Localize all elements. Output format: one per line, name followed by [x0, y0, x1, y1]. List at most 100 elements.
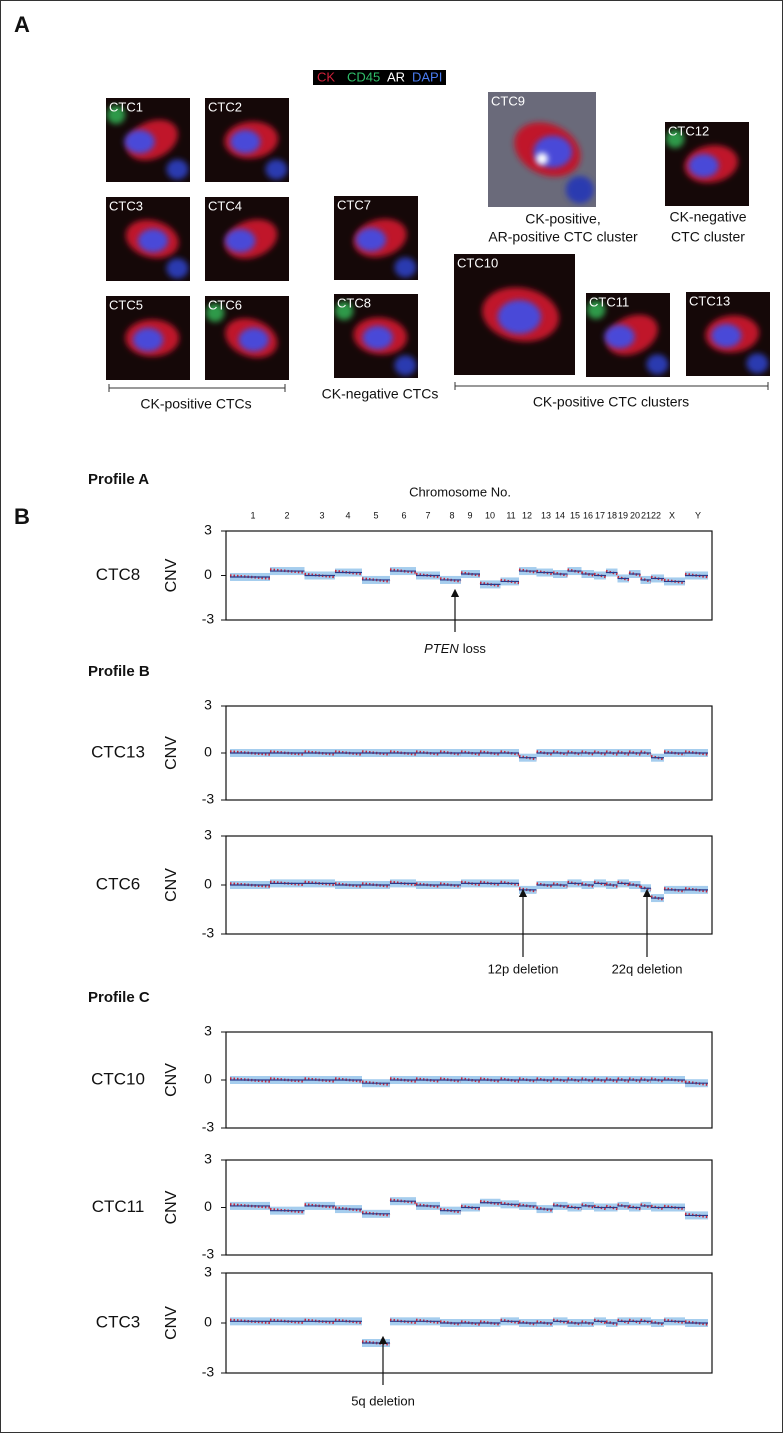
cell-label: CTC9	[491, 93, 525, 108]
dapi-stain	[124, 129, 155, 154]
cnv-scatter-red	[650, 1204, 665, 1211]
dapi-stain	[238, 327, 269, 352]
dapi-stain	[355, 227, 387, 252]
cnv-segment	[518, 885, 537, 894]
cnv-segment	[500, 577, 520, 586]
cnv-scatter-red	[389, 880, 417, 887]
cnv-segment	[518, 1201, 537, 1210]
cnv-segment	[605, 1203, 618, 1212]
cnv-scatter-red	[269, 880, 305, 887]
cnv-segment	[479, 1319, 501, 1327]
ar-stain	[536, 152, 548, 165]
cnv-segment	[684, 1079, 709, 1088]
cnv-segment	[518, 567, 537, 576]
chromosome-label: 4	[345, 510, 350, 520]
cnv-segment	[605, 881, 618, 889]
cnv-segment	[460, 1203, 481, 1212]
cell-name: CTC13	[91, 742, 145, 761]
cnv-segment	[304, 879, 336, 888]
cnv-segment	[415, 1076, 441, 1084]
cnv-scatter-red	[269, 1077, 305, 1083]
cnv-segment	[581, 570, 595, 579]
cnv-scatter-red	[581, 882, 595, 888]
cell-content	[686, 292, 770, 376]
axis-title: Chromosome No.	[409, 484, 511, 499]
cnv-segment	[361, 1209, 391, 1218]
y-tick-label: -3	[202, 791, 215, 807]
dapi-stain	[265, 159, 288, 180]
cnv-scatter-red	[269, 568, 305, 574]
dapi-stain	[646, 354, 669, 375]
cnv-scatter-red	[518, 1077, 537, 1083]
cell-name: CTC6	[96, 874, 140, 893]
cnv-segment	[640, 1076, 652, 1084]
cnv-scatter-red	[334, 1077, 363, 1083]
cnv-scatter-red	[415, 1318, 441, 1325]
cnv-segment	[334, 749, 363, 757]
cnv-segment	[229, 749, 271, 757]
cnv-segment	[650, 574, 665, 583]
chromosome-label: 9	[467, 510, 472, 520]
cnv-segment	[479, 879, 501, 888]
caption: CTC cluster	[671, 229, 745, 245]
annotation-text: loss	[463, 641, 487, 656]
dapi-stain	[166, 258, 189, 279]
cnv-segment	[269, 1206, 305, 1215]
cnv-segment	[581, 1201, 595, 1210]
gene-name: PTEN	[424, 641, 459, 656]
cnv-scatter-red	[650, 575, 665, 582]
chromosome-label: 12	[522, 510, 532, 520]
dapi-stain	[137, 228, 169, 253]
cnv-segment	[229, 1201, 271, 1210]
cnv-segment	[269, 879, 305, 888]
cnv-segment	[389, 567, 417, 576]
chromosome-label: Y	[695, 510, 701, 520]
chromosome-label: 13	[541, 510, 551, 520]
cnv-scatter-red	[334, 1318, 363, 1325]
cnv-segment	[640, 1201, 652, 1210]
cnv-segment	[640, 575, 652, 584]
cnv-segment	[389, 1197, 417, 1206]
cell-name: CTC3	[96, 1312, 140, 1331]
cell-image: CTC11	[586, 293, 670, 377]
cnv-segment	[439, 1319, 462, 1327]
annotation: 22q deletion	[612, 961, 683, 976]
legend-bg	[313, 70, 446, 85]
cnv-segment	[500, 749, 520, 757]
cnv-segment	[552, 1076, 568, 1084]
cnv-scatter-red	[269, 750, 305, 756]
cnv-segment	[581, 1319, 595, 1327]
cnv-scatter-red	[334, 882, 363, 888]
cnv-scatter-red	[269, 1207, 305, 1214]
panel-label: A	[14, 12, 30, 37]
cnv-segment	[663, 577, 686, 586]
cnv-scatter-red	[334, 750, 363, 756]
cnv-scatter-red	[389, 568, 417, 574]
cnv-segment	[552, 881, 568, 889]
cnv-segment	[684, 1211, 709, 1220]
profile-title: Profile A	[88, 471, 149, 488]
y-tick-label: 3	[204, 1023, 212, 1039]
cnv-scatter-red	[415, 1203, 441, 1209]
cnv-segment	[304, 749, 336, 757]
cnv-segment	[518, 1076, 537, 1084]
cnv-segment	[460, 570, 481, 579]
cnv-segment	[581, 1076, 595, 1084]
dapi-stain	[132, 327, 164, 352]
chromosome-label: 7	[425, 510, 430, 520]
cnv-segment	[650, 753, 665, 762]
caption: CK-positive,	[525, 211, 600, 227]
caption: CK-positive CTCs	[140, 396, 251, 412]
y-tick-label: 0	[204, 1314, 212, 1330]
cnv-segment	[334, 1076, 363, 1084]
cnv-segment	[552, 570, 568, 579]
cell-content	[334, 196, 418, 280]
cnv-segment	[628, 1076, 641, 1084]
chromosome-label: 2	[284, 510, 289, 520]
cnv-segment	[552, 1201, 568, 1210]
cnv-segment	[567, 1203, 582, 1212]
cnv-segment	[479, 1076, 501, 1084]
cnv-segment	[389, 879, 417, 888]
chromosome-label: 17	[595, 510, 605, 520]
